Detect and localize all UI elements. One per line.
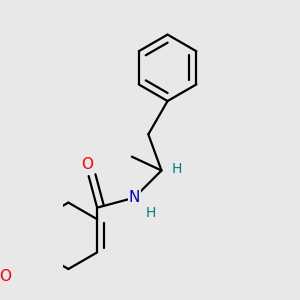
Text: O: O <box>0 269 12 284</box>
Text: H: H <box>146 206 156 220</box>
Text: O: O <box>81 157 93 172</box>
Text: H: H <box>172 162 182 176</box>
Text: N: N <box>129 190 140 205</box>
